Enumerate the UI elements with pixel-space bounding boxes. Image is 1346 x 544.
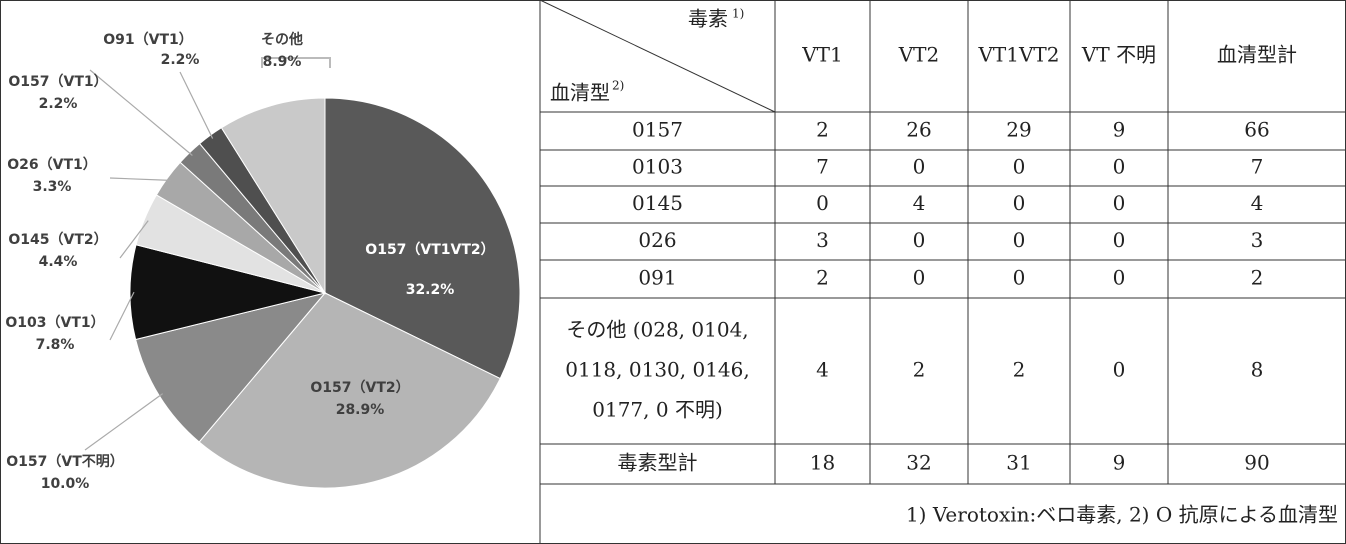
other-bracket — [261, 57, 331, 68]
row-label: 毒素型計 — [618, 451, 698, 475]
slice-value: 32.2% — [406, 282, 455, 298]
cell: 0 — [1013, 191, 1026, 215]
column-header: VT2 — [898, 43, 940, 67]
row-label: 0103 — [632, 155, 683, 179]
cell: 0 — [1013, 155, 1026, 179]
leader-line — [89, 69, 193, 156]
cell: 0 — [1013, 266, 1026, 290]
cell: 4 — [913, 191, 926, 215]
row-label: 026 — [638, 228, 676, 252]
slice-label: O157（VT2） — [310, 380, 409, 396]
column-header: VT1 — [801, 43, 843, 67]
cell: 31 — [1006, 451, 1031, 475]
leader-line — [119, 220, 149, 259]
cell: 4 — [1251, 191, 1264, 215]
pie-slice — [324, 97, 521, 380]
cell: 0 — [1113, 191, 1126, 215]
corner-bottom-note: 2) — [612, 79, 624, 93]
cell: 0 — [913, 266, 926, 290]
row-label: 0177, 0 不明) — [592, 398, 723, 422]
slice-value: 10.0% — [41, 476, 90, 492]
cell: 7 — [816, 155, 829, 179]
leader-line — [109, 291, 135, 341]
cell: 18 — [810, 451, 835, 475]
cell: 0 — [1113, 228, 1126, 252]
cell: 2 — [816, 266, 829, 290]
cell: 0 — [913, 155, 926, 179]
cell: 2 — [913, 358, 926, 382]
cell: 7 — [1251, 155, 1264, 179]
corner-bottom: 血清型 — [550, 81, 610, 105]
slice-label: O157（VT1） — [8, 74, 107, 90]
cell: 32 — [906, 451, 931, 475]
corner-top-note: 1) — [732, 7, 744, 21]
row-label: 0157 — [632, 118, 683, 142]
cell: 9 — [1113, 118, 1126, 142]
table-rule — [539, 0, 776, 113]
slice-value: 8.9% — [263, 54, 302, 70]
cell: 8 — [1251, 358, 1264, 382]
column-header: VT1VT2 — [977, 43, 1059, 67]
cell: 2 — [1013, 358, 1026, 382]
cell: 0 — [1013, 228, 1026, 252]
slice-label: O103（VT1） — [5, 315, 104, 331]
slice-value: 2.2% — [39, 96, 78, 112]
slice-label: O91（VT1） — [103, 32, 193, 48]
leader-line — [109, 177, 171, 181]
footnote: 1) Verotoxin:ベロ毒素, 2) O 抗原による血清型 — [906, 503, 1338, 527]
row-label: 0145 — [632, 191, 683, 215]
pie-slice — [198, 292, 501, 489]
cell: 2 — [1251, 266, 1264, 290]
cell: 90 — [1244, 451, 1269, 475]
column-header: VT 不明 — [1081, 43, 1156, 67]
cell: 0 — [1113, 155, 1126, 179]
pie-slice — [220, 97, 326, 295]
cell: 3 — [1251, 228, 1264, 252]
cell: 4 — [816, 358, 829, 382]
row-label: その他 (028, 0104, — [566, 318, 748, 342]
cell: 29 — [1006, 118, 1031, 142]
row-label: 0118, 0130, 0146, — [565, 358, 749, 382]
slice-label: O145（VT2） — [8, 232, 107, 248]
leader-line — [179, 71, 214, 139]
slice-label: O157（VT不明） — [6, 454, 124, 470]
slice-label: O157（VT1VT2） — [365, 242, 494, 258]
pie-slice — [129, 244, 326, 341]
row-label: 091 — [638, 266, 676, 290]
cell: 3 — [816, 228, 829, 252]
slice-value: 7.8% — [36, 337, 75, 353]
column-header: 血清型計 — [1217, 43, 1297, 67]
slice-value: 3.3% — [33, 179, 72, 195]
slice-value: 2.2% — [161, 52, 200, 68]
leader-line — [84, 393, 164, 451]
cell: 2 — [816, 118, 829, 142]
cell: 0 — [1113, 266, 1126, 290]
cell: 26 — [906, 118, 931, 142]
cell: 0 — [816, 191, 829, 215]
slice-value: 4.4% — [39, 254, 78, 270]
corner-top: 毒素 — [688, 7, 728, 31]
slice-label: O26（VT1） — [7, 157, 97, 173]
slice-value: 28.9% — [336, 402, 385, 418]
cell: 0 — [913, 228, 926, 252]
slice-label: その他 — [261, 31, 303, 48]
cell: 0 — [1113, 358, 1126, 382]
cell: 66 — [1244, 118, 1269, 142]
cell: 9 — [1113, 451, 1126, 475]
